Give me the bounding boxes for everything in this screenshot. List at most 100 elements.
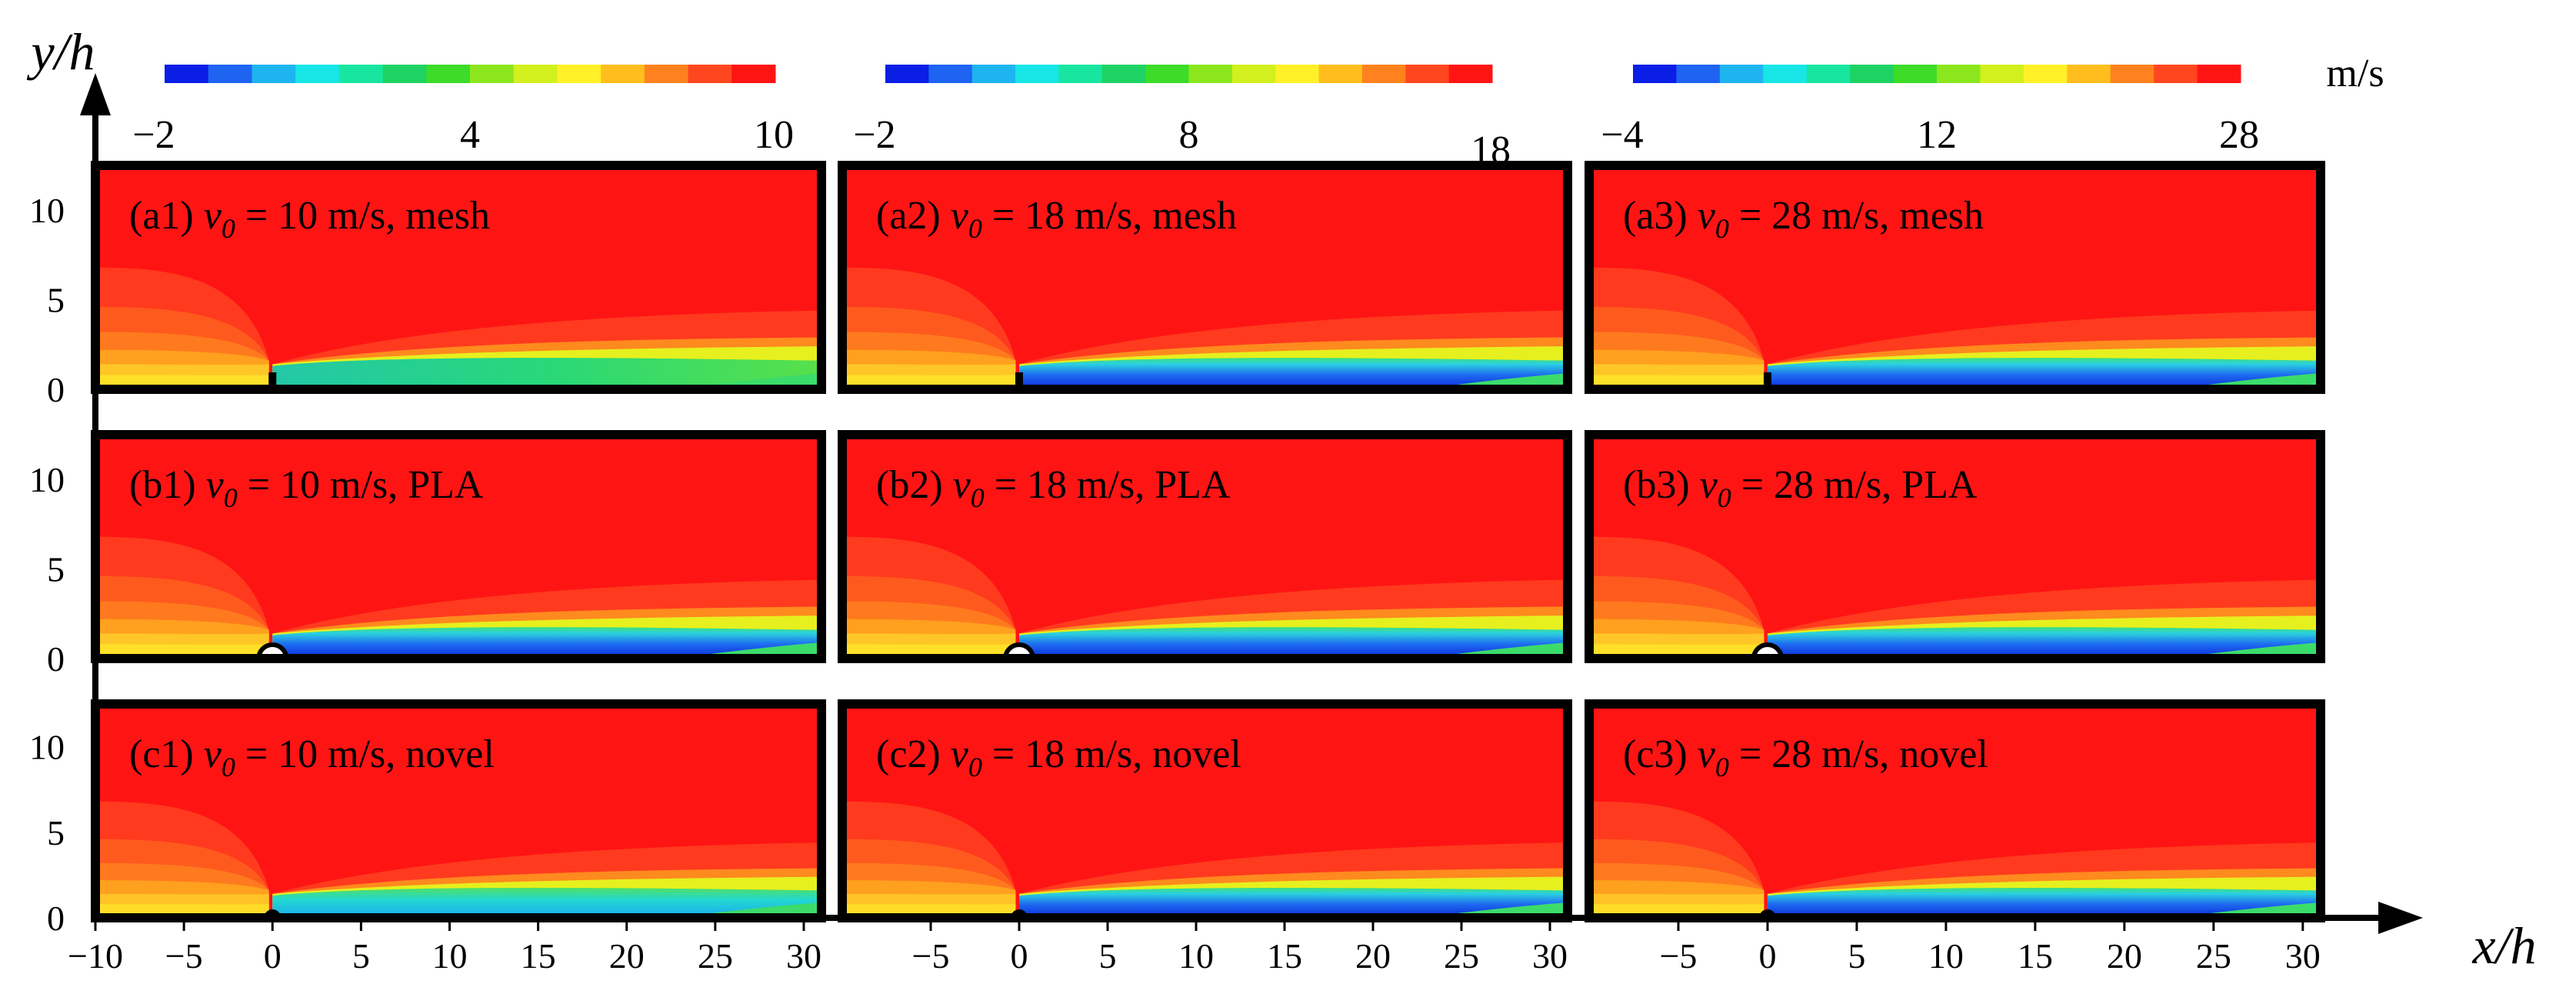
x-tick-label: −5 [1659, 936, 1697, 976]
contour-panel-b1: (b1) v0 = 10 m/s, PLA [91, 430, 826, 663]
wake-core-region [1767, 627, 2321, 659]
colorbar-1-segment [731, 65, 776, 83]
y-axis-arrow [80, 73, 111, 115]
colorbar-1-segment [601, 65, 645, 83]
colorbar-2-segment [928, 65, 973, 83]
x-tick-label: 5 [1099, 936, 1117, 976]
y-tick-label: 10 [29, 728, 65, 767]
x-tick-label: 10 [1928, 936, 1964, 976]
y-tick-label: 0 [47, 899, 65, 938]
panel-frame [838, 161, 1572, 394]
colorbar-3-segment [1893, 65, 1938, 83]
x-tick-label: 30 [786, 936, 821, 976]
colorbar-3-tick-label: 12 [1917, 113, 1957, 157]
mesh-obstacle-marker [1015, 372, 1023, 389]
colorbar-1-tick-label: 10 [754, 113, 794, 157]
contour-panel-a3: (a3) v0 = 28 m/s, mesh [1585, 161, 2325, 394]
colorbar-1-segment [252, 65, 296, 83]
x-tick-label: 30 [2285, 936, 2321, 976]
colorbar-3-tick-label: −4 [1601, 113, 1643, 157]
x-tick-label: 10 [432, 936, 467, 976]
x-tick-label: −10 [68, 936, 123, 976]
colorbar-2-segment [1101, 65, 1146, 83]
colorbar-2-tick-label: −2 [853, 113, 895, 157]
colorbar-2-segment [1275, 65, 1320, 83]
y-tick-label: 0 [47, 639, 65, 679]
colorbar-2-segment [885, 65, 929, 83]
contour-panel-b3: (b3) v0 = 28 m/s, PLA [1585, 430, 2325, 663]
colorbar-1-tick-label: 4 [460, 113, 480, 157]
y-tick-label: 5 [47, 813, 65, 852]
colorbar-3-segment [1633, 65, 1677, 83]
mesh-obstacle-marker [268, 372, 277, 389]
x-tick-label: 15 [521, 936, 556, 976]
x-tick-label: 0 [264, 936, 282, 976]
colorbar-1-segment [382, 65, 427, 83]
colorbar-2-segment [1015, 65, 1059, 83]
x-tick-label: 20 [1355, 936, 1391, 976]
colorbar-1-segment [513, 65, 558, 83]
colorbar-2-segment [1188, 65, 1233, 83]
colorbar-1-segment [644, 65, 689, 83]
colorbar-3-segment [2023, 65, 2068, 83]
panel-label: (b2) v0 = 18 m/s, PLA [876, 463, 1231, 513]
contour-panel-a1: (a1) v0 = 10 m/s, mesh [91, 161, 826, 394]
colorbars: −2 4 10 −2 8 18 −4 12 28m/s [132, 52, 2384, 172]
panel-frame [1585, 161, 2325, 394]
colorbar-2-segment [1058, 65, 1103, 83]
contour-panel-a2: (a2) v0 = 18 m/s, mesh [838, 161, 1572, 394]
x-tick-label: 0 [1758, 936, 1776, 976]
colorbar-1-segment [165, 65, 209, 83]
colorbar-1-segment [295, 65, 340, 83]
wake-core-region [1019, 627, 1568, 659]
contour-panel-c3: (c3) v0 = 28 m/s, novel [1585, 699, 2325, 922]
colorbar-3-tick-label: 28 [2219, 113, 2259, 157]
panel-label: (a1) v0 = 10 m/s, mesh [129, 194, 490, 244]
colorbar-2-segment [1448, 65, 1493, 83]
wake-core-region [1019, 358, 1568, 389]
panel-label: (b3) v0 = 28 m/s, PLA [1623, 463, 1978, 513]
x-tick-label: −5 [165, 936, 203, 976]
x-tick-label: 15 [2018, 936, 2053, 976]
colorbar-3-segment [2197, 65, 2241, 83]
x-tick-label: 15 [1267, 936, 1302, 976]
colorbar-1-segment [557, 65, 602, 83]
y-tick-label: 0 [47, 370, 65, 409]
panel-label: (c1) v0 = 10 m/s, novel [129, 732, 495, 782]
colorbar-1-segment [470, 65, 515, 83]
contour-panel-c2: (c2) v0 = 18 m/s, novel [838, 699, 1572, 922]
x-tick-label: 10 [1178, 936, 1214, 976]
colorbar-2-tick-label: 8 [1179, 113, 1199, 157]
colorbar-3-segment [1937, 65, 1981, 83]
colorbar-3-segment [1719, 65, 1764, 83]
colorbar-1-segment [688, 65, 732, 83]
colorbar-3-segment [2110, 65, 2154, 83]
panel-label: (b1) v0 = 10 m/s, PLA [129, 463, 484, 513]
panel-frame [838, 430, 1572, 663]
colorbar-2-segment [1318, 65, 1363, 83]
wake-core-region [272, 627, 821, 659]
y-tick-label: 5 [47, 550, 65, 589]
contour-panels: (a1) v0 = 10 m/s, mesh (a2) v0 = 18 m/s, … [91, 161, 2325, 922]
colorbar-3-segment [2067, 65, 2111, 83]
wake-core-region [272, 358, 821, 389]
wake-core-region [1767, 358, 2321, 389]
colorbar-2-segment [971, 65, 1016, 83]
x-tick-label: 25 [698, 936, 733, 976]
x-tick-label: 5 [1848, 936, 1865, 976]
x-tick-label: 20 [2107, 936, 2142, 976]
x-tick-label: −5 [912, 936, 950, 976]
panel-frame [1585, 430, 2325, 663]
contour-panel-c1: (c1) v0 = 10 m/s, novel [91, 699, 826, 922]
y-axis-title: y/h [26, 22, 95, 81]
wake-core-region [1019, 887, 1568, 918]
x-tick-label: 25 [1444, 936, 1479, 976]
wake-core-region [1767, 887, 2321, 918]
x-tick-label: 5 [352, 936, 370, 976]
colorbar-3-segment [1806, 65, 1851, 83]
colorbar-3-segment [1980, 65, 2024, 83]
colorbar-1-tick-label: −2 [132, 113, 175, 157]
panel-label: (a2) v0 = 18 m/s, mesh [876, 194, 1237, 244]
y-tick-label: 10 [29, 191, 65, 230]
